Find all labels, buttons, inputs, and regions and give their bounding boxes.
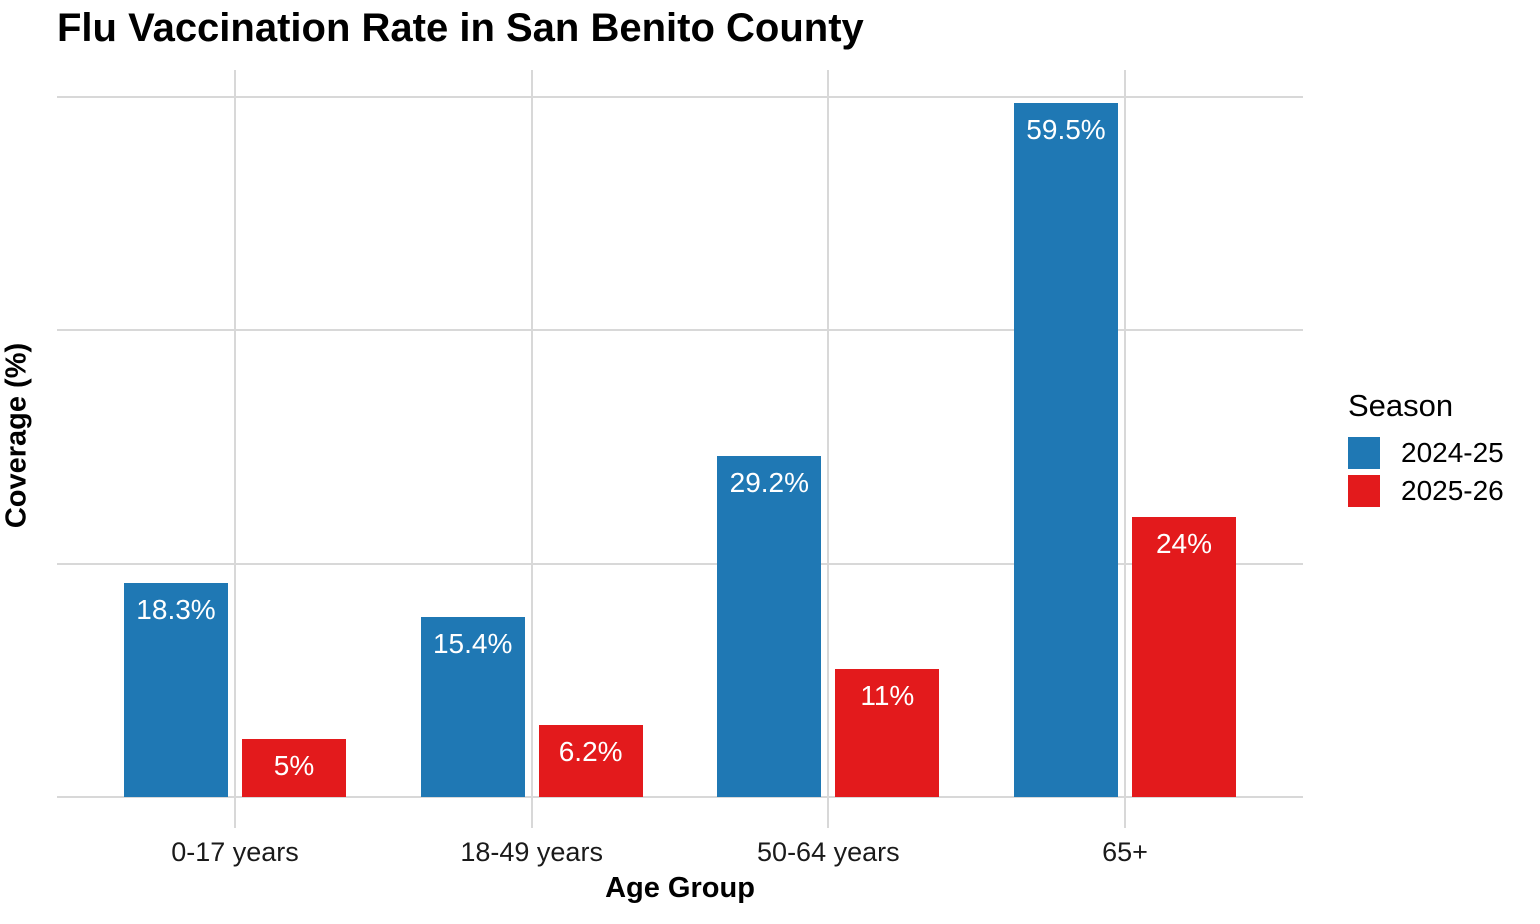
legend-label-2025-26: 2025-26 bbox=[1401, 475, 1504, 506]
legend-title: Season bbox=[1348, 388, 1454, 423]
x-tick-label-50-64 years: 50-64 years bbox=[757, 837, 900, 867]
legend-swatch-2024-25 bbox=[1348, 437, 1380, 469]
bar-value-label-2024-25-50-64 years: 29.2% bbox=[729, 467, 810, 499]
gridline-horizontal-40 bbox=[57, 329, 1303, 332]
x-axis-title: Age Group bbox=[605, 872, 755, 904]
bar-2024-25-0-17 years bbox=[124, 583, 228, 797]
legend: Season 2024-25 2025-26 bbox=[1348, 388, 1504, 513]
legend-label-2024-25: 2024-25 bbox=[1401, 437, 1504, 468]
gridline-vertical-50-64 years bbox=[827, 70, 830, 828]
legend-entry-2024-25: 2024-25 bbox=[1348, 437, 1504, 469]
bar-value-label-2025-26-0-17 years: 5% bbox=[273, 749, 315, 781]
legend-entries: 2024-25 2025-26 bbox=[1348, 437, 1504, 507]
legend-entry-2025-26: 2025-26 bbox=[1348, 475, 1504, 507]
gridline-horizontal-60 bbox=[57, 95, 1303, 98]
bar-2025-26-65+ bbox=[1132, 516, 1236, 797]
gridline-vertical-18-49 years bbox=[530, 70, 533, 828]
bar-2025-26-50-64 years bbox=[835, 668, 940, 797]
gridline-vertical-0-17 years bbox=[234, 70, 236, 828]
x-tick-label-65+: 65+ bbox=[1102, 837, 1148, 867]
bar-2025-26-0-17 years bbox=[242, 738, 346, 797]
y-axis-title: Coverage (%) bbox=[0, 342, 33, 529]
gridline-horizontal-20 bbox=[57, 562, 1303, 565]
bar-value-label-2024-25-18-49 years: 15.4% bbox=[432, 628, 513, 660]
x-tick-label-18-49 years: 18-49 years bbox=[460, 837, 603, 867]
bar-2024-25-18-49 years bbox=[420, 617, 525, 797]
bar-2024-25-65+ bbox=[1014, 102, 1118, 797]
bar-value-label-2024-25-65+: 59.5% bbox=[1026, 113, 1106, 145]
chart-title: Flu Vaccination Rate in San Benito Count… bbox=[57, 6, 864, 50]
bar-2025-26-18-49 years bbox=[538, 724, 643, 797]
bar-value-label-2025-26-65+: 24% bbox=[1155, 527, 1213, 559]
gridline-vertical-65+ bbox=[1124, 70, 1126, 828]
bar-value-label-2025-26-18-49 years: 6.2% bbox=[558, 735, 623, 767]
legend-swatch-2025-26 bbox=[1348, 475, 1380, 507]
gridline-horizontal-0 bbox=[57, 796, 1303, 798]
bar-value-label-2025-26-50-64 years: 11% bbox=[860, 679, 915, 711]
bar-2024-25-50-64 years bbox=[717, 456, 822, 797]
bar-value-label-2024-25-0-17 years: 18.3% bbox=[136, 594, 216, 626]
x-tick-label-0-17 years: 0-17 years bbox=[171, 837, 299, 867]
